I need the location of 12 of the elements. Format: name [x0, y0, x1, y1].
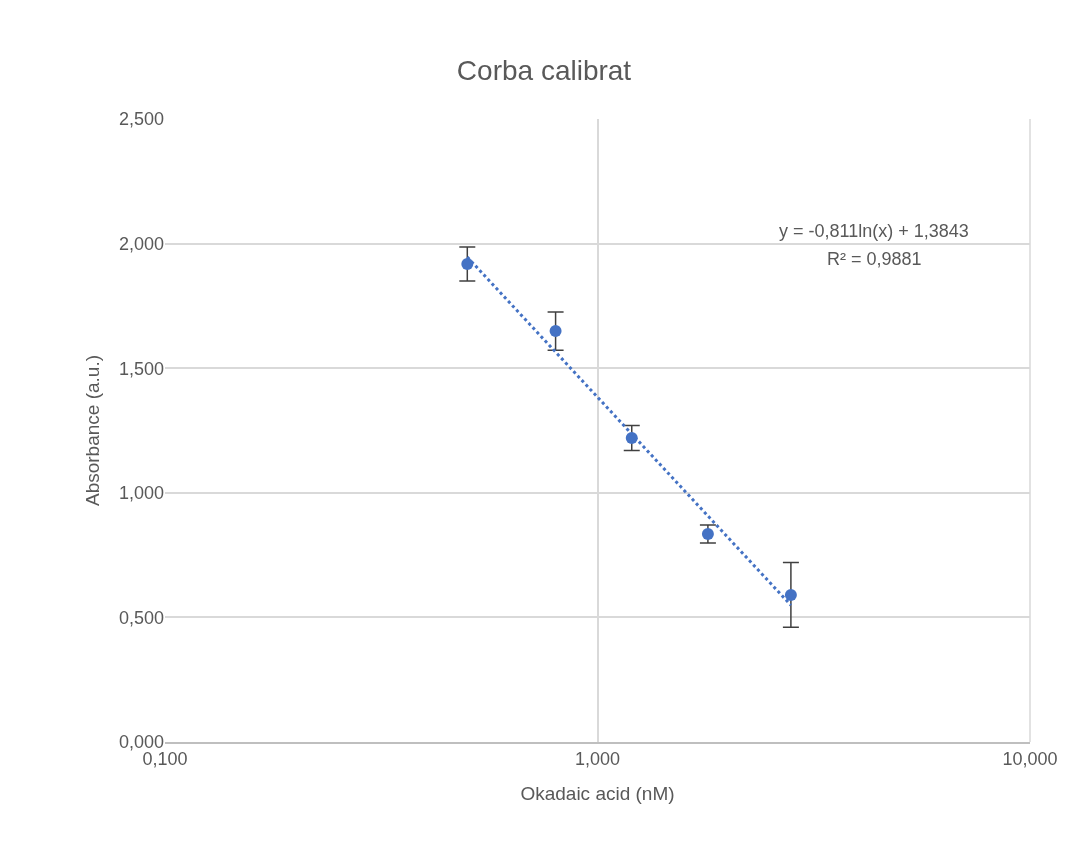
y-tick-label: 1,500: [118, 358, 164, 379]
x-tick-label: 1,000: [574, 749, 621, 770]
y-tick-label: 2,500: [118, 109, 164, 130]
x-axis-title: Okadaic acid (nM): [520, 782, 675, 804]
y-tick-label: 0,500: [118, 607, 164, 628]
annotation: y = -0,811ln(x) + 1,3843: [779, 221, 969, 241]
chart-title: Corba calibrat: [456, 54, 632, 86]
y-tick-label: 1,000: [118, 483, 164, 504]
annotation: R² = 0,9881: [827, 249, 922, 269]
x-tick-label: 10,000: [1002, 749, 1058, 770]
y-tick-label: 2,000: [118, 233, 164, 254]
y-axis-title: Absorbance (a.u.): [81, 354, 103, 507]
